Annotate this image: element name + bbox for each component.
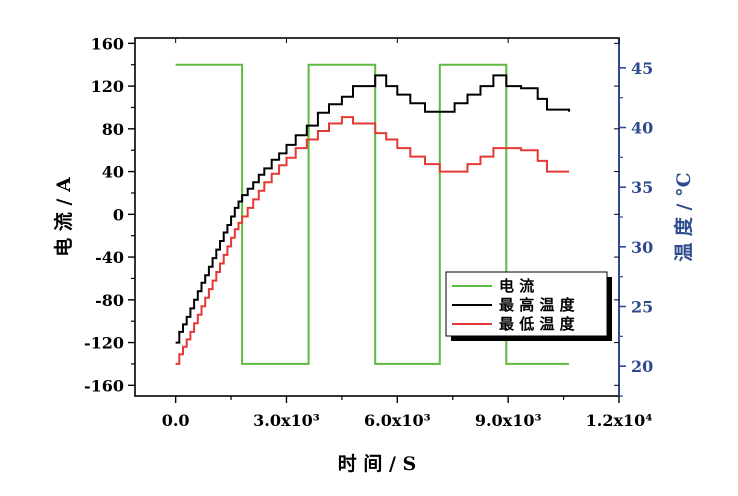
x-axis: 0.0 3.0x10³ 6.0x10³ 9.0x10³ 1.2x10⁴	[162, 38, 653, 430]
legend-label-max-temp: 最 高 温 度	[499, 296, 576, 314]
x-tick-label: 0.0	[162, 411, 190, 430]
y-left-tick-label: -120	[84, 334, 124, 353]
y-right-tick-label: 45	[631, 59, 653, 78]
x-tick-label: 3.0x10³	[253, 411, 320, 430]
y-right-tick-label: 35	[631, 178, 653, 197]
y-left-tick-label: 120	[91, 77, 124, 96]
series-line-min-temp	[175, 116, 570, 365]
legend-label-min-temp: 最 低 温 度	[499, 315, 576, 333]
y-right-tick-label: 30	[631, 238, 653, 257]
series-line-current	[175, 63, 570, 365]
x-tick-label: 1.2x10⁴	[586, 411, 653, 430]
y-right-tick-label: 40	[631, 119, 653, 138]
y-left-tick-label: 0	[113, 205, 124, 224]
y-left-tick-label: 80	[102, 120, 124, 139]
series-layer	[175, 63, 571, 365]
x-tick-label: 6.0x10³	[364, 411, 431, 430]
y-left-tick-label: -160	[84, 376, 124, 395]
y-axis-right-title: 温 度 / °C	[672, 172, 695, 261]
legend-label-current: 电 流	[499, 277, 534, 295]
y-left-tick-label: -80	[95, 291, 124, 310]
plot-frame	[134, 37, 620, 397]
y-left-tick-label: 40	[102, 163, 124, 182]
x-tick-label: 9.0x10³	[475, 411, 542, 430]
series-line-max-temp	[175, 74, 571, 344]
x-axis-title: 时 间 / S	[338, 453, 417, 475]
y-right-tick-label: 20	[631, 357, 653, 376]
y-left-tick-label: -40	[95, 248, 124, 267]
y-right-tick-label: 25	[631, 298, 653, 317]
legend: 电 流 最 高 温 度 最 低 温 度	[445, 271, 612, 341]
y-axis-left-title: 电 流 / A	[52, 177, 75, 257]
right-axis: 20 25 30 35 40 45	[619, 59, 653, 397]
y-left-tick-label: 160	[91, 34, 124, 53]
left-axis: -160 -120 -80 -40 0 40 80 120 160	[84, 34, 619, 395]
